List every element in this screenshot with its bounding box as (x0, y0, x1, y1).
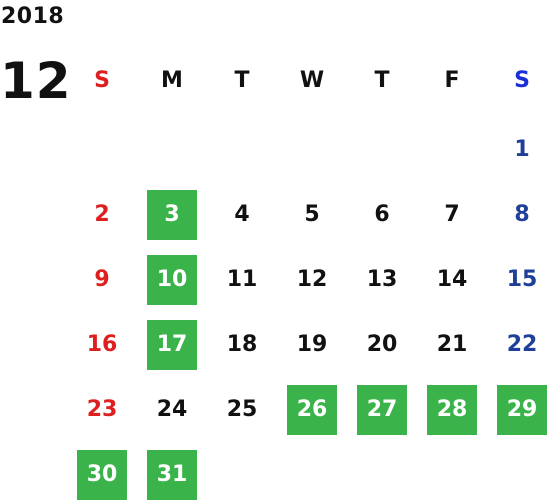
day-cell-17[interactable]: 17 (147, 320, 197, 370)
day-cell-31[interactable]: 31 (147, 450, 197, 500)
weekday-header-sat: S (514, 68, 530, 93)
day-cell-26[interactable]: 26 (287, 385, 337, 435)
weekday-header-tue: T (234, 68, 250, 93)
day-cell-5[interactable]: 5 (304, 202, 320, 227)
weekday-header-thu: T (374, 68, 390, 93)
day-cell-1[interactable]: 1 (514, 137, 530, 162)
day-cell-8[interactable]: 8 (514, 202, 530, 227)
day-cell-20[interactable]: 20 (366, 332, 398, 357)
day-cell-25[interactable]: 25 (226, 397, 258, 422)
day-cell-18[interactable]: 18 (226, 332, 258, 357)
day-cell-12[interactable]: 12 (296, 267, 328, 292)
day-cell-24[interactable]: 24 (156, 397, 188, 422)
day-cell-2[interactable]: 2 (94, 202, 110, 227)
day-cell-10[interactable]: 10 (147, 255, 197, 305)
day-cell-29[interactable]: 29 (497, 385, 547, 435)
weekday-header-mon: M (161, 68, 183, 93)
day-cell-4[interactable]: 4 (234, 202, 250, 227)
day-cell-13[interactable]: 13 (366, 267, 398, 292)
day-cell-19[interactable]: 19 (296, 332, 328, 357)
day-cell-3[interactable]: 3 (147, 190, 197, 240)
weekday-header-fri: F (444, 68, 460, 93)
day-cell-27[interactable]: 27 (357, 385, 407, 435)
month-number: 12 (0, 52, 72, 110)
weekday-header-wed: W (299, 68, 325, 93)
weekday-header-sun: S (94, 68, 110, 93)
day-cell-15[interactable]: 15 (506, 267, 538, 292)
day-cell-23[interactable]: 23 (86, 397, 118, 422)
day-cell-14[interactable]: 14 (436, 267, 468, 292)
day-cell-16[interactable]: 16 (86, 332, 118, 357)
day-cell-30[interactable]: 30 (77, 450, 127, 500)
day-cell-21[interactable]: 21 (436, 332, 468, 357)
day-cell-6[interactable]: 6 (374, 202, 390, 227)
day-cell-22[interactable]: 22 (506, 332, 538, 357)
day-cell-7[interactable]: 7 (444, 202, 460, 227)
day-cell-9[interactable]: 9 (94, 267, 110, 292)
year-label: 2018 (1, 4, 65, 29)
day-cell-11[interactable]: 11 (226, 267, 258, 292)
day-cell-28[interactable]: 28 (427, 385, 477, 435)
